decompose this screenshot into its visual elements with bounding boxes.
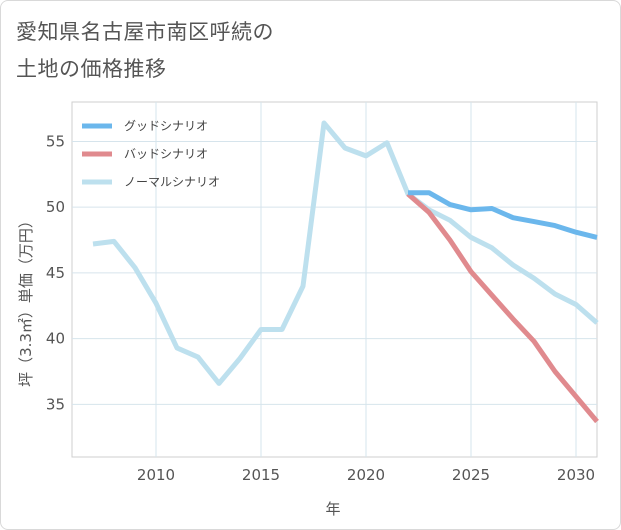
x-axis-title: 年 (325, 500, 340, 518)
x-tick-label: 2030 (557, 466, 595, 484)
series-line-1 (406, 192, 599, 424)
legend-label-2: ノーマルシナリオ (124, 175, 220, 189)
legend-label-1: バッドシナリオ (124, 147, 208, 161)
chart-title: 愛知県名古屋市南区呼続の 土地の価格推移 (16, 14, 274, 88)
series-line-2 (92, 120, 599, 386)
y-tick-label: 40 (46, 330, 65, 348)
y-tick-label: 55 (46, 132, 65, 150)
y-tick-label: 45 (46, 264, 65, 282)
x-tick-labels: 2010 2015 2020 2025 2030 (137, 466, 595, 484)
chart-title-line-2: 土地の価格推移 (16, 57, 167, 81)
legend-label-0: グッドシナリオ (124, 119, 208, 133)
plot-area (71, 101, 598, 458)
y-tick-label: 50 (46, 198, 65, 216)
y-tick-labels: 35 40 45 50 55 (46, 132, 65, 413)
chart-title-line-1: 愛知県名古屋市南区呼続の (16, 20, 274, 44)
series-line-0 (408, 190, 598, 240)
y-tick-label: 35 (46, 395, 65, 413)
series-lines (92, 120, 599, 424)
y-axis-title: 坪（3.3㎡）単価（万円） (17, 213, 35, 387)
x-tick-label: 2015 (242, 466, 280, 484)
x-tick-label: 2025 (452, 466, 490, 484)
x-tick-label: 2010 (137, 466, 175, 484)
x-tick-label: 2020 (347, 466, 385, 484)
